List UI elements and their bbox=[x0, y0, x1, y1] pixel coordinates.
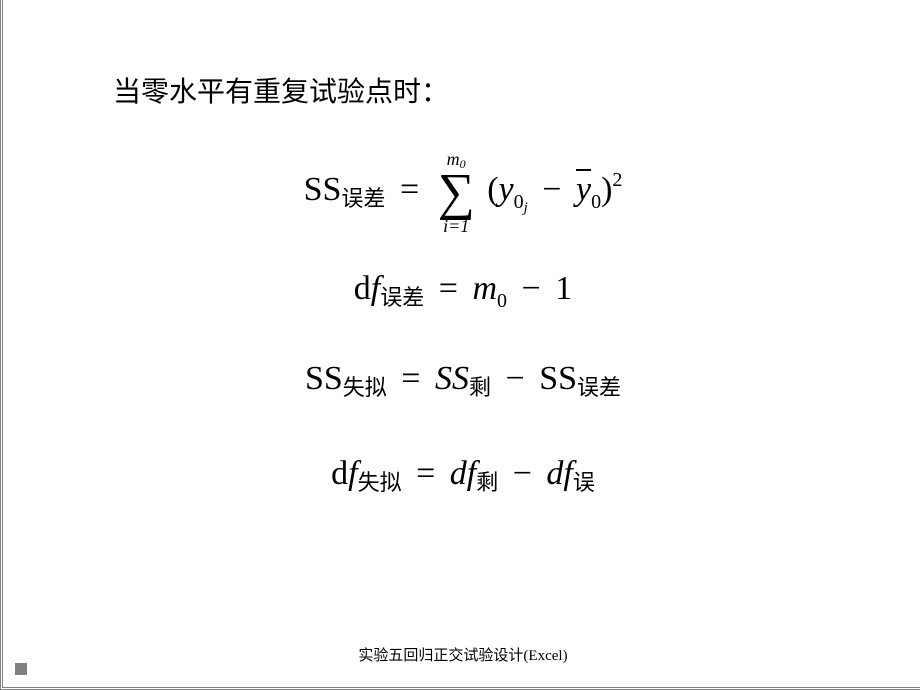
footer-text: 实验五回归正交试验设计(Excel) bbox=[3, 644, 920, 665]
df-lof-f: f bbox=[348, 455, 357, 492]
heading-text: 当零水平有重复试验点时： bbox=[113, 70, 449, 110]
df-residual: df bbox=[450, 455, 476, 492]
equation-df-error: df误差 = m0 − 1 bbox=[3, 270, 920, 313]
ss-residual: SS bbox=[435, 360, 469, 397]
slide: 当零水平有重复试验点时： SS误差 = m0 ∑ i=1 (y0j − y0)2… bbox=[0, 0, 920, 690]
ss-symbol: SS bbox=[304, 171, 342, 208]
sigma-glyph: ∑ bbox=[438, 170, 475, 217]
open-paren: ( bbox=[487, 171, 498, 208]
minus-sign: − bbox=[513, 455, 532, 492]
df-sub: 误差 bbox=[380, 285, 424, 310]
equation-df-lack-of-fit: df失拟 = df剩 − df误 bbox=[3, 455, 920, 497]
df-residual-sub: 剩 bbox=[476, 470, 498, 495]
exponent-2: 2 bbox=[612, 169, 622, 191]
df-d: d bbox=[354, 270, 371, 307]
minus-sign: − bbox=[522, 270, 541, 307]
df-error: df bbox=[546, 455, 572, 492]
sigma-operator: m0 ∑ i=1 bbox=[438, 150, 475, 235]
equals-sign: = bbox=[401, 360, 420, 397]
one: 1 bbox=[555, 270, 572, 307]
ss-error: SS bbox=[539, 360, 577, 397]
equation-ss-lack-of-fit: SS失拟 = SS剩 − SS误差 bbox=[3, 360, 920, 402]
y-sub-j: j bbox=[524, 200, 528, 216]
minus-sign: − bbox=[506, 360, 525, 397]
y-bar: y bbox=[576, 171, 591, 208]
equals-sign: = bbox=[439, 270, 458, 307]
y-var: y bbox=[499, 171, 514, 208]
equals-sign: = bbox=[416, 455, 435, 492]
df-f: f bbox=[371, 270, 380, 307]
ss-lof: SS bbox=[305, 360, 343, 397]
df-lof-d: d bbox=[331, 455, 348, 492]
ss-lof-sub: 失拟 bbox=[343, 375, 387, 400]
close-paren: ) bbox=[601, 171, 612, 208]
df-error-sub: 误 bbox=[573, 470, 595, 495]
minus-sign: − bbox=[542, 171, 561, 208]
ybar-sub: 0 bbox=[591, 191, 601, 213]
sigma-lower: i=1 bbox=[438, 217, 475, 235]
ss-residual-sub: 剩 bbox=[469, 375, 491, 400]
df-lof-sub: 失拟 bbox=[358, 470, 402, 495]
ss-subscript: 误差 bbox=[341, 186, 385, 211]
equation-ss-error: SS误差 = m0 ∑ i=1 (y0j − y0)2 bbox=[3, 150, 920, 235]
m-sub: 0 bbox=[497, 290, 507, 312]
m-var: m bbox=[472, 270, 497, 307]
equals-sign: = bbox=[400, 171, 419, 208]
ss-error-sub: 误差 bbox=[577, 375, 621, 400]
y-sub-0: 0 bbox=[514, 191, 524, 213]
